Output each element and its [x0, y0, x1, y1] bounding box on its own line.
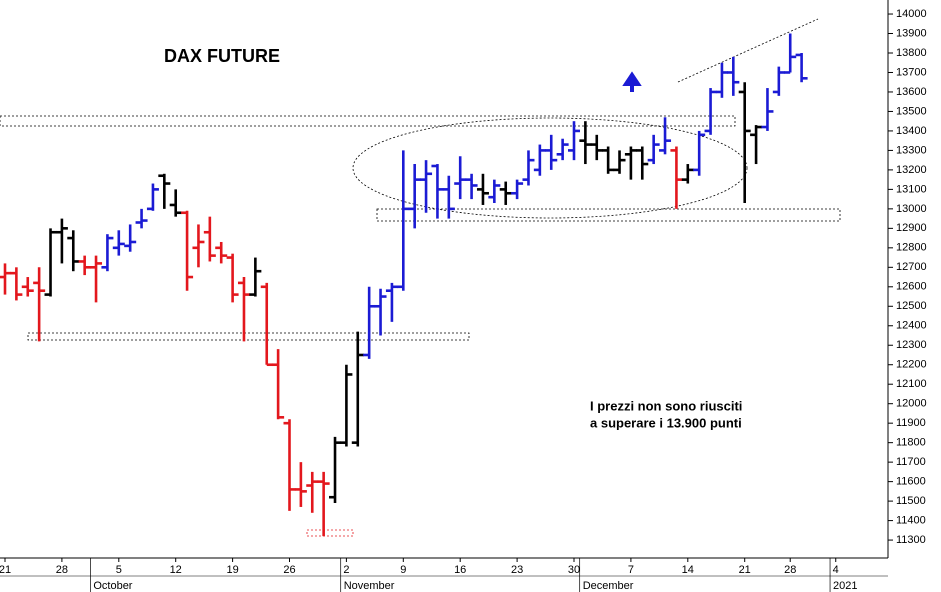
y-tick-label: 12500 — [896, 300, 927, 312]
up-arrow — [622, 71, 642, 92]
chart-title: DAX FUTURE — [164, 46, 280, 66]
month-label: November — [344, 580, 395, 592]
y-tick-label: 13300 — [896, 144, 927, 156]
y-tick-label: 13000 — [896, 203, 927, 215]
x-tick-label: 16 — [454, 564, 466, 576]
support-zone — [27, 332, 470, 341]
support-zone — [376, 208, 841, 222]
y-tick-label: 12100 — [896, 378, 927, 390]
x-tick-label: 4 — [833, 564, 839, 576]
y-tick-label: 11900 — [896, 417, 926, 429]
month-label: 2021 — [833, 580, 857, 592]
y-tick-label: 12000 — [896, 398, 927, 410]
annotation: I prezzi non sono riusciti — [590, 398, 742, 413]
y-tick-label: 12300 — [896, 339, 927, 351]
x-tick-label: 14 — [682, 564, 694, 576]
x-tick-label: 5 — [116, 564, 122, 576]
x-tick-label: 7 — [628, 564, 634, 576]
y-tick-label: 13700 — [896, 66, 927, 78]
y-tick-label: 13600 — [896, 86, 927, 98]
x-tick-label: 21 — [739, 564, 751, 576]
y-tick-label: 13100 — [896, 183, 927, 195]
y-tick-label: 11500 — [896, 495, 926, 507]
y-tick-label: 13400 — [896, 125, 927, 137]
range-ellipse — [352, 117, 748, 219]
x-tick-label: 30 — [568, 564, 580, 576]
x-tick-label: 19 — [226, 564, 238, 576]
x-tick-label: 12 — [170, 564, 182, 576]
x-tick-label: 26 — [283, 564, 295, 576]
low-zone — [306, 529, 354, 537]
y-tick-label: 12200 — [896, 359, 927, 371]
y-tick-label: 12900 — [896, 222, 927, 234]
y-tick-label: 13900 — [896, 27, 927, 39]
month-label: October — [93, 580, 132, 592]
annotation: a superare i 13.900 punti — [590, 415, 742, 430]
y-tick-label: 11700 — [896, 456, 926, 468]
y-tick-label: 12600 — [896, 281, 927, 293]
trend-line — [677, 18, 819, 83]
y-tick-label: 14000 — [896, 8, 927, 20]
y-tick-label: 11800 — [896, 437, 926, 449]
y-tick-label: 13200 — [896, 164, 927, 176]
x-tick-label: 9 — [400, 564, 406, 576]
y-tick-label: 12400 — [896, 320, 927, 332]
y-tick-label: 12800 — [896, 242, 927, 254]
y-tick-label: 11600 — [896, 476, 926, 488]
y-tick-label: 11300 — [896, 534, 926, 546]
y-tick-label: 11400 — [896, 514, 926, 526]
y-tick-label: 13800 — [896, 47, 927, 59]
resistance-zone — [0, 115, 736, 127]
y-tick-label: 13500 — [896, 105, 927, 117]
x-tick-label: 28 — [784, 564, 796, 576]
x-tick-label: 28 — [56, 564, 68, 576]
x-tick-label: 23 — [511, 564, 523, 576]
x-tick-label: 2 — [343, 564, 349, 576]
month-label: December — [583, 580, 634, 592]
y-tick-label: 12700 — [896, 261, 927, 273]
x-tick-label: 21 — [0, 564, 11, 576]
